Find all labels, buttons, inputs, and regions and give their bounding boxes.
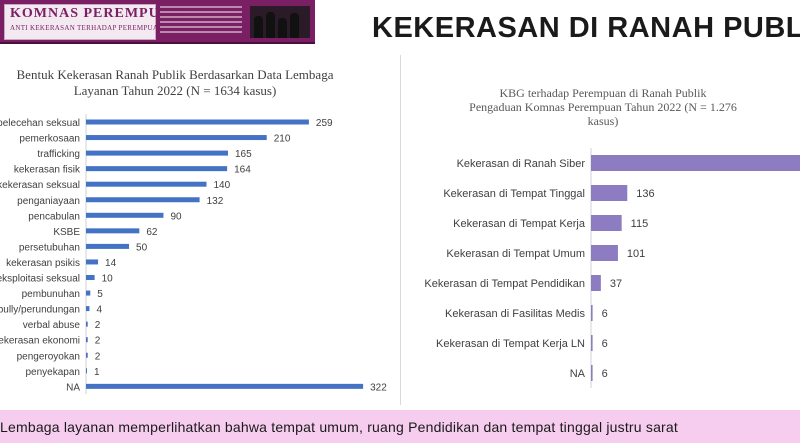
category-label: Kekerasan di Tempat Tinggal	[443, 188, 585, 200]
chart-panel-komnas: KBG terhadap Perempuan di Ranah Publik P…	[406, 70, 800, 405]
data-label: 115	[631, 218, 649, 230]
data-label: 90	[170, 211, 182, 222]
category-label: kekerasan ekonomi	[0, 336, 80, 347]
chart-title-line: kasus)	[587, 114, 619, 128]
data-label: 164	[234, 165, 251, 176]
bar	[86, 166, 228, 172]
chart-panel-forms: Bentuk Kekerasan Ranah Publik Berdasarka…	[0, 55, 401, 405]
category-label: Kekerasan di Tempat Kerja LN	[436, 338, 585, 350]
bar	[86, 135, 267, 141]
category-label: Kekerasan di Tempat Kerja	[453, 218, 586, 230]
komnas-banner: KOMNAS PEREMPUAN ANTI KEKERASAN TERHADAP…	[0, 0, 315, 44]
footer-caption: Lembaga layanan memperlihatkan bahwa tem…	[0, 410, 800, 443]
bar	[86, 383, 364, 389]
banner-org-name: KOMNAS PEREMPUAN	[10, 6, 182, 21]
bar	[591, 185, 628, 201]
category-label: bully/perundungan	[0, 305, 80, 316]
bar	[86, 368, 87, 374]
chart-title-line: Layanan Tahun 2022 (N = 1634 kasus)	[73, 83, 277, 98]
data-label: 101	[627, 248, 645, 260]
category-label: Kekerasan di Tempat Umum	[446, 248, 585, 260]
category-label: trafficking	[37, 149, 80, 160]
data-label: 37	[610, 278, 622, 290]
data-label: 259	[316, 118, 333, 129]
category-label: pemerkosaan	[19, 134, 80, 145]
category-label: penyekapan	[26, 367, 81, 378]
data-label: 5	[97, 289, 103, 300]
bar	[86, 275, 95, 280]
data-label: 136	[636, 188, 654, 200]
data-label: 14	[105, 258, 117, 269]
bar	[86, 259, 99, 265]
data-label: 140	[213, 180, 230, 191]
category-label: NA	[570, 368, 586, 380]
bar	[86, 119, 309, 125]
category-label: penganiayaan	[17, 196, 80, 207]
page-headline: KEKERASAN DI RANAH PUBLIK	[372, 12, 800, 44]
footer-text: Lembaga layanan memperlihatkan bahwa tem…	[0, 419, 678, 435]
bar-chart-komnas: Kekerasan di Ranah Siber Kekerasan di Tem…	[424, 148, 800, 388]
bar	[591, 245, 618, 261]
bar	[591, 215, 622, 231]
bar	[591, 155, 800, 171]
category-label: Kekerasan di Fasilitas Medis	[445, 308, 586, 320]
chart-title-line: Bentuk Kekerasan Ranah Publik Berdasarka…	[16, 67, 334, 82]
category-label: Kekerasan di Tempat Pendidikan	[424, 278, 585, 290]
data-label: 6	[602, 338, 608, 350]
category-label: pelecehan seksual	[0, 118, 80, 129]
bar	[86, 197, 200, 203]
chart-title-forms: Bentuk Kekerasan Ranah Publik Berdasarka…	[0, 67, 370, 99]
banner-people-image	[250, 6, 310, 38]
category-label: kekerasan seksual	[0, 180, 80, 191]
bar	[591, 305, 593, 321]
data-label: 50	[136, 242, 148, 253]
bar	[86, 243, 130, 249]
banner-description-graphic	[160, 6, 242, 36]
bar	[86, 181, 207, 187]
data-label: 6	[602, 368, 608, 380]
data-label: 210	[274, 134, 291, 145]
bar	[86, 352, 88, 358]
komnas-logo	[4, 4, 156, 40]
category-label: eksploitasi seksual	[0, 274, 80, 285]
category-label: kekerasan psikis	[6, 258, 80, 269]
category-label: NA	[66, 382, 80, 393]
bar	[591, 335, 593, 351]
bar	[591, 275, 601, 291]
data-label: 4	[96, 305, 102, 316]
bar	[591, 365, 593, 381]
bar	[86, 306, 90, 312]
category-label: pencabulan	[28, 211, 80, 222]
data-label: 6	[602, 308, 608, 320]
data-label: 165	[235, 149, 252, 160]
category-label: KSBE	[53, 227, 80, 238]
data-label: 322	[370, 382, 387, 393]
bar	[86, 150, 228, 156]
bar	[86, 290, 91, 296]
data-label: 132	[207, 196, 224, 207]
data-label: 2	[95, 351, 101, 362]
chart-title-line: KBG terhadap Perempuan di Ranah Publik	[499, 86, 707, 100]
data-label: 2	[95, 320, 101, 331]
banner-tagline: ANTI KEKERASAN TERHADAP PEREMPUAN	[10, 24, 164, 32]
category-label: persetubuhan	[19, 242, 80, 253]
data-label: 10	[102, 274, 114, 285]
category-label: pembunuhan	[22, 289, 80, 300]
chart-title-komnas: KBG terhadap Perempuan di Ranah Publik P…	[406, 86, 800, 128]
bar	[86, 321, 88, 327]
chart-title-line: Pengaduan Komnas Perempuan Tahun 2022 (N…	[469, 100, 737, 114]
bar	[86, 228, 140, 234]
bar	[86, 212, 164, 218]
data-label: 62	[146, 227, 158, 238]
data-label: 1	[94, 367, 100, 378]
category-label: Kekerasan di Ranah Siber	[457, 158, 586, 170]
category-label: pengeroyokan	[17, 351, 80, 362]
category-label: verbal abuse	[23, 320, 81, 331]
data-label: 2	[95, 336, 101, 347]
category-label: kekerasan fisik	[14, 165, 81, 176]
bar	[86, 337, 88, 343]
